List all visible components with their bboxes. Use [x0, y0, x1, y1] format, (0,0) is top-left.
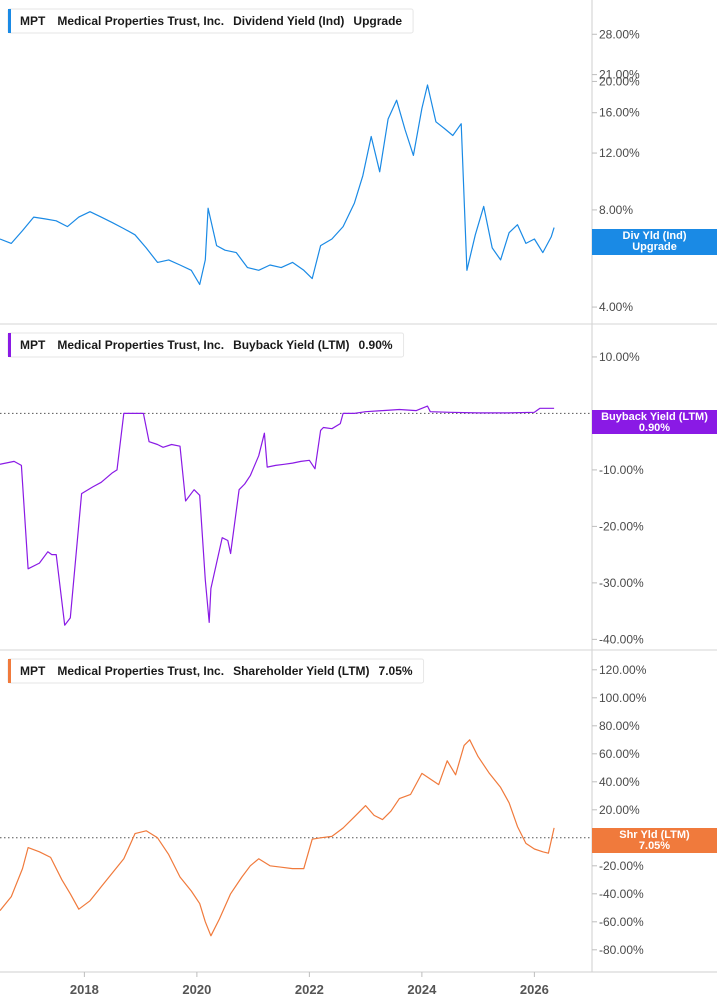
y-tick-label: -30.00%	[599, 576, 644, 590]
legend-ticker: MPT	[20, 338, 46, 352]
legend-box: MPT Medical Properties Trust, Inc. Buyback…	[7, 332, 405, 358]
value-tag-value: Upgrade	[632, 241, 677, 253]
legend-company: Medical Properties Trust, Inc.	[57, 14, 224, 28]
legend-company: Medical Properties Trust, Inc.	[57, 338, 224, 352]
value-tag: Div Yld (Ind)Upgrade	[592, 229, 717, 255]
legend-metric: Dividend Yield (Ind)	[233, 14, 344, 28]
value-tag-bg	[592, 229, 717, 255]
y-tick-label: 80.00%	[599, 719, 640, 733]
y-tick-label: -20.00%	[599, 519, 644, 533]
legend-color-swatch	[8, 333, 11, 357]
y-tick-label: 40.00%	[599, 775, 640, 789]
value-tag-label: Div Yld (Ind)	[623, 230, 687, 242]
value-tag-value: 7.05%	[639, 840, 670, 852]
legend-metric-value: Upgrade	[353, 14, 402, 28]
x-tick-label: 2024	[407, 982, 437, 997]
y-tick-label: -40.00%	[599, 632, 644, 646]
y-tick-label: 20.00%	[599, 803, 640, 817]
legend-company: Medical Properties Trust, Inc.	[57, 664, 224, 678]
y-tick-label: 8.00%	[599, 203, 633, 217]
panel-3: 120.00%100.00%80.00%60.00%40.00%20.00%0.…	[0, 658, 717, 957]
y-tick-label: 10.00%	[599, 350, 640, 364]
panel-2: 10.00% -10.00% -20.00% -30.00% -40.00% Buybac…	[0, 332, 717, 651]
y-tick-label: 20.00%	[599, 74, 640, 88]
y-tick-label: 28.00%	[599, 27, 640, 41]
legend-color-swatch	[8, 659, 11, 683]
y-tick-label: -40.00%	[599, 887, 644, 901]
x-tick-label: 2018	[70, 982, 99, 997]
y-tick-label: 12.00%	[599, 146, 640, 160]
legend-metric: Buyback Yield (LTM)	[233, 338, 349, 352]
series-line	[0, 84, 555, 286]
value-tag: Shr Yld (LTM)7.05%	[592, 828, 717, 853]
value-tag: Buyback Yield (LTM)0.90%	[592, 410, 717, 434]
value-tag-label: Buyback Yield (LTM)	[601, 411, 708, 423]
y-tick-label: -80.00%	[599, 943, 644, 957]
y-tick-label: 120.00%	[599, 663, 647, 677]
legend-box: MPT Medical Properties Trust, Inc. Dividen…	[7, 8, 414, 34]
y-tick-label: -20.00%	[599, 859, 644, 873]
legend-box: MPT Medical Properties Trust, Inc. Shareho…	[7, 658, 425, 684]
value-tag-value: 0.90%	[639, 422, 670, 434]
x-axis: 2018 2020 2022 2024 2026	[0, 971, 717, 997]
x-tick-label: 2026	[520, 982, 549, 997]
legend-color-swatch	[8, 9, 11, 33]
legend-metric-value: 7.05%	[379, 664, 413, 678]
legend-ticker: MPT	[20, 14, 46, 28]
value-tag-bg	[592, 410, 717, 434]
y-tick-label: -10.00%	[599, 463, 644, 477]
x-tick-label: 2020	[182, 982, 211, 997]
legend-metric: Shareholder Yield (LTM)	[233, 664, 369, 678]
series-line	[0, 405, 555, 626]
y-tick-label: 4.00%	[599, 300, 633, 314]
legend-ticker: MPT	[20, 664, 46, 678]
panel-1: 28.00%21.00%20.00%16.00%12.00%8.00%6.00%…	[0, 8, 717, 325]
series-line	[0, 739, 555, 937]
y-tick-label: -60.00%	[599, 915, 644, 929]
x-tick-label: 2022	[295, 982, 324, 997]
y-tick-label: 16.00%	[599, 106, 640, 120]
y-tick-label: 100.00%	[599, 691, 647, 705]
y-tick-label: 60.00%	[599, 747, 640, 761]
value-tag-bg	[592, 828, 717, 853]
y-tick-label: 21.00%	[599, 68, 640, 82]
legend-metric-value: 0.90%	[359, 338, 393, 352]
value-tag-label: Shr Yld (LTM)	[619, 829, 690, 841]
